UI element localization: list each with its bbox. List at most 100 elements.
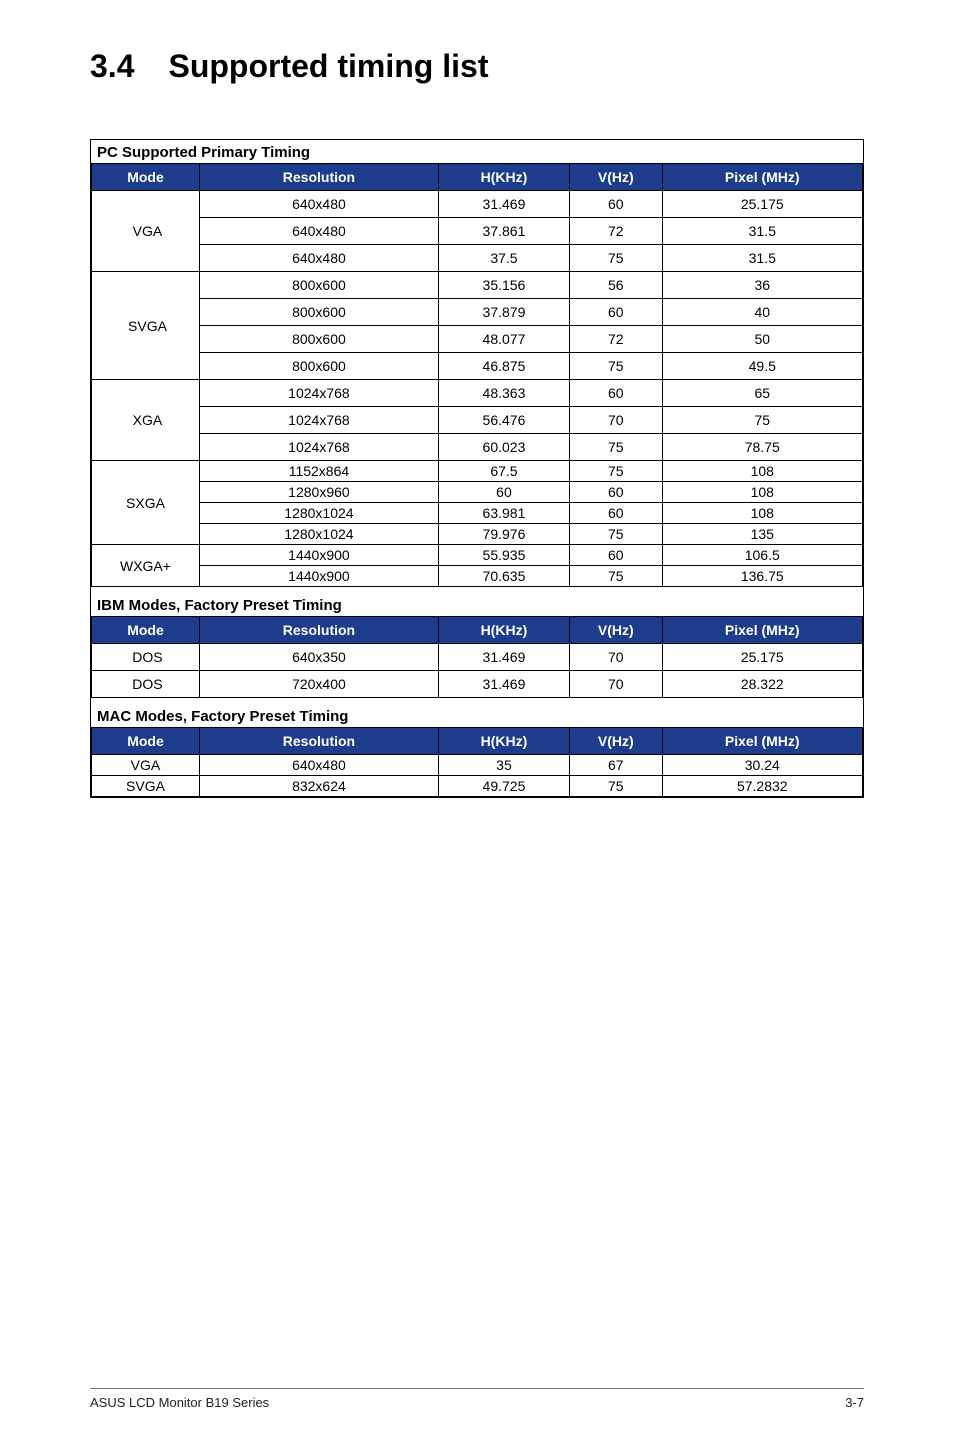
mac-timing-label: MAC Modes, Factory Preset Timing [91,704,863,727]
mode-cell: DOS [92,644,200,671]
data-cell: 1152x864 [199,461,438,482]
table-row: SVGA832x62449.7257557.2832 [92,776,863,797]
data-cell: 1280x960 [199,482,438,503]
data-cell: 75 [662,407,862,434]
data-cell: 70.635 [438,566,569,587]
data-cell: 832x624 [199,776,438,797]
table-row: SVGA800x60035.1565636 [92,272,863,299]
data-cell: 108 [662,503,862,524]
th-p: Pixel (MHz) [662,728,862,755]
footer-right: 3-7 [845,1395,864,1410]
data-cell: 30.24 [662,755,862,776]
data-cell: 35.156 [438,272,569,299]
data-cell: 31.5 [662,245,862,272]
data-cell: 75 [570,434,663,461]
data-cell: 75 [570,461,663,482]
data-cell: 1024x768 [199,407,438,434]
table-row: 640x48037.8617231.5 [92,218,863,245]
data-cell: 78.75 [662,434,862,461]
mode-cell: WXGA+ [92,545,200,587]
th-v: V(Hz) [570,728,663,755]
data-cell: 49.725 [438,776,569,797]
data-cell: 57.2832 [662,776,862,797]
th-p: Pixel (MHz) [662,617,862,644]
mode-cell: VGA [92,191,200,272]
data-cell: 37.861 [438,218,569,245]
mode-cell: VGA [92,755,200,776]
data-cell: 48.077 [438,326,569,353]
data-cell: 67 [570,755,663,776]
data-cell: 56 [570,272,663,299]
data-cell: 640x480 [199,218,438,245]
table-row: XGA1024x76848.3636065 [92,380,863,407]
ibm-timing-label: IBM Modes, Factory Preset Timing [91,593,863,616]
data-cell: 640x350 [199,644,438,671]
data-cell: 800x600 [199,299,438,326]
pc-timing-table: Mode Resolution H(KHz) V(Hz) Pixel (MHz)… [91,163,863,587]
data-cell: 60 [570,380,663,407]
table-row: 800x60048.0777250 [92,326,863,353]
mac-timing-table: Mode Resolution H(KHz) V(Hz) Pixel (MHz)… [91,727,863,797]
data-cell: 60 [570,503,663,524]
mode-cell: SVGA [92,272,200,380]
data-cell: 63.981 [438,503,569,524]
data-cell: 800x600 [199,326,438,353]
data-cell: 1440x900 [199,566,438,587]
table-row: 800x60046.8757549.5 [92,353,863,380]
data-cell: 75 [570,245,663,272]
data-cell: 640x480 [199,245,438,272]
ibm-timing-table: Mode Resolution H(KHz) V(Hz) Pixel (MHz)… [91,616,863,698]
table-row: DOS720x40031.4697028.322 [92,671,863,698]
data-cell: 640x480 [199,755,438,776]
data-cell: 108 [662,461,862,482]
th-mode: Mode [92,728,200,755]
data-cell: 1280x1024 [199,524,438,545]
data-cell: 50 [662,326,862,353]
table-row: 1280x102479.97675135 [92,524,863,545]
table-row: VGA640x480356730.24 [92,755,863,776]
mode-cell: SVGA [92,776,200,797]
data-cell: 70 [570,644,663,671]
th-res: Resolution [199,164,438,191]
pc-timing-label: PC Supported Primary Timing [91,140,863,163]
data-cell: 79.976 [438,524,569,545]
table-row: WXGA+1440x90055.93560106.5 [92,545,863,566]
data-cell: 48.363 [438,380,569,407]
data-cell: 75 [570,566,663,587]
data-cell: 25.175 [662,644,862,671]
th-res: Resolution [199,728,438,755]
data-cell: 1440x900 [199,545,438,566]
data-cell: 720x400 [199,671,438,698]
data-cell: 800x600 [199,353,438,380]
data-cell: 60 [570,545,663,566]
th-mode: Mode [92,164,200,191]
data-cell: 28.322 [662,671,862,698]
table-row: 800x60037.8796040 [92,299,863,326]
data-cell: 108 [662,482,862,503]
data-cell: 72 [570,218,663,245]
data-cell: 1280x1024 [199,503,438,524]
data-cell: 70 [570,671,663,698]
mode-cell: DOS [92,671,200,698]
data-cell: 1024x768 [199,434,438,461]
data-cell: 106.5 [662,545,862,566]
data-cell: 72 [570,326,663,353]
data-cell: 60 [438,482,569,503]
data-cell: 46.875 [438,353,569,380]
data-cell: 31.469 [438,671,569,698]
th-p: Pixel (MHz) [662,164,862,191]
data-cell: 35 [438,755,569,776]
th-h: H(KHz) [438,728,569,755]
table-row: 1280x102463.98160108 [92,503,863,524]
data-cell: 36 [662,272,862,299]
footer-left: ASUS LCD Monitor B19 Series [90,1395,269,1410]
data-cell: 37.5 [438,245,569,272]
data-cell: 60 [570,191,663,218]
th-v: V(Hz) [570,164,663,191]
data-cell: 70 [570,407,663,434]
table-row: VGA640x48031.4696025.175 [92,191,863,218]
data-cell: 49.5 [662,353,862,380]
section-number: 3.4 [90,48,134,85]
data-cell: 31.469 [438,191,569,218]
section-title: Supported timing list [168,48,488,85]
